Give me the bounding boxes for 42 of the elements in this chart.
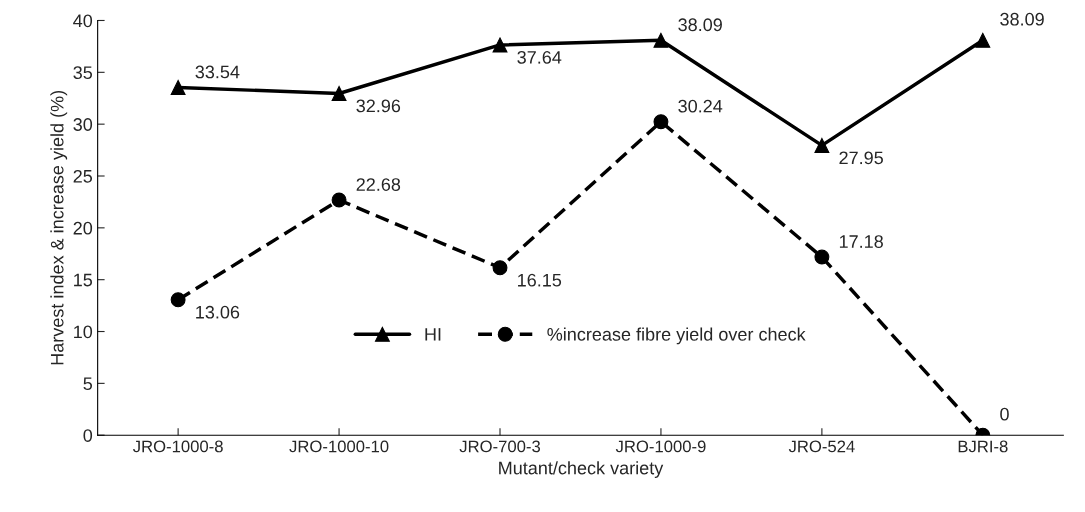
- x-tick-label: JRO-700-3: [459, 440, 541, 453]
- data-label: 16.15: [518, 273, 562, 287]
- y-tick-label: 10: [74, 325, 93, 339]
- y-tick-label: 25: [73, 169, 93, 183]
- point: [653, 114, 669, 130]
- data-label: 37.64: [517, 50, 562, 64]
- x-tick-label: JRO-1000-10: [289, 440, 389, 453]
- data-label: 13.06: [196, 305, 240, 319]
- point: [170, 292, 186, 308]
- point: [331, 86, 347, 101]
- legend-label: %increase fibre yield over check: [547, 327, 806, 345]
- data-label: 30.24: [678, 99, 723, 113]
- y-axis-title: Harvest index & increase yield (%): [50, 90, 68, 365]
- point: [492, 260, 508, 276]
- data-label: 0: [1000, 407, 1009, 421]
- x-tick-label: JRO-524: [788, 440, 855, 453]
- data-label: 27.95: [839, 151, 883, 165]
- data-label: 17.18: [839, 235, 883, 248]
- point: [814, 137, 830, 153]
- data-label: 38.09: [1000, 12, 1044, 26]
- point: [814, 249, 830, 265]
- y-tick-label: 35: [73, 66, 93, 80]
- y-tick-label: 30: [73, 118, 93, 131]
- y-tick-label: 0: [83, 429, 93, 442]
- point: [653, 32, 669, 48]
- y-tick-label: 15: [74, 273, 93, 287]
- y-tick-label: 40: [73, 14, 93, 28]
- data-label: 38.09: [678, 18, 722, 32]
- point: [975, 32, 991, 48]
- point: [331, 192, 347, 208]
- data-label: 33.54: [195, 65, 240, 79]
- data-label: 32.96: [356, 99, 401, 113]
- point: [170, 79, 186, 95]
- data-label: 22.68: [356, 178, 401, 191]
- x-tick-label: JRO-1000-9: [615, 440, 706, 453]
- x-axis-title: Mutant/check variety: [499, 461, 664, 478]
- y-tick-label: 20: [73, 221, 93, 235]
- x-tick-label: JRO-1000-8: [132, 440, 223, 453]
- legend-label: HI: [425, 328, 441, 341]
- y-tick-label: 5: [83, 377, 93, 391]
- point: [492, 37, 508, 53]
- x-tick-label: BJRI-8: [958, 440, 1008, 453]
